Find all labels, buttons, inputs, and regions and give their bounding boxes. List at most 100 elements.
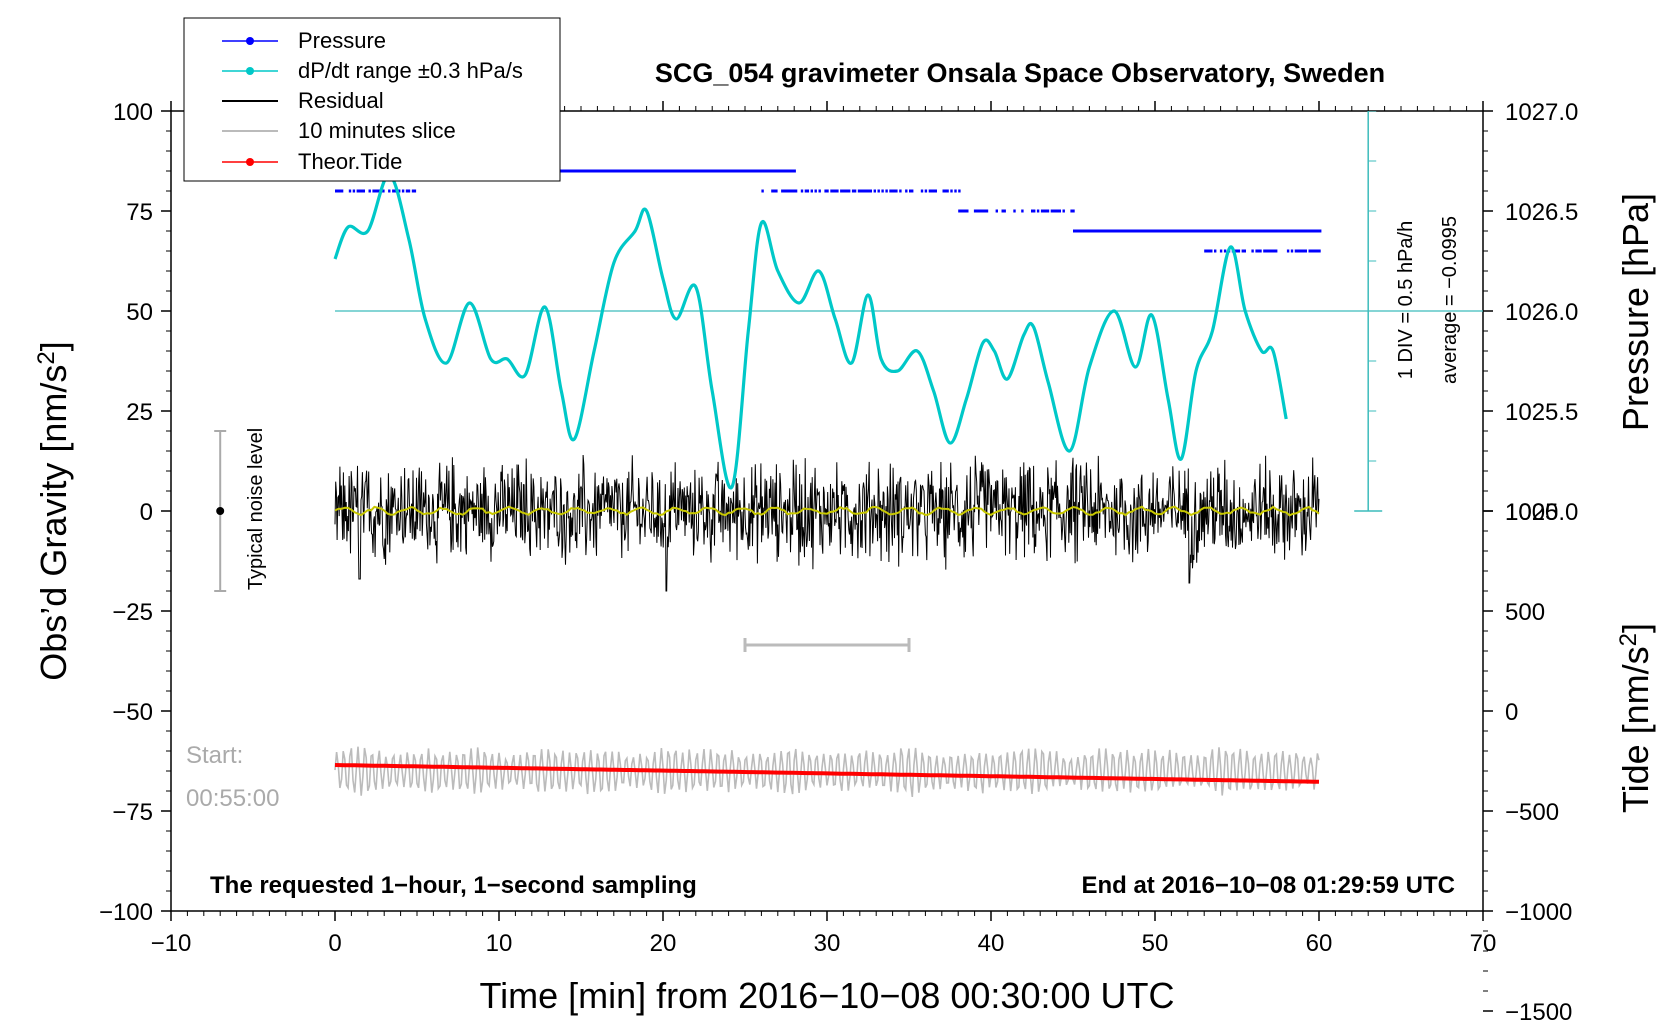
pressure-point	[979, 209, 983, 213]
pressure-point	[851, 189, 855, 193]
legend-entry-pressure: Pressure	[222, 28, 386, 53]
pressure-point	[762, 169, 765, 173]
pressure-point	[777, 169, 781, 173]
pressure-point	[1246, 229, 1249, 233]
pressure-point	[1265, 249, 1268, 253]
pressure-point	[1269, 249, 1272, 253]
pressure-point	[1189, 229, 1192, 233]
pressure-point	[1285, 229, 1288, 233]
pressure-point	[950, 189, 953, 193]
pressure-point	[899, 189, 902, 193]
pressure-point	[563, 169, 566, 173]
pressure-point	[657, 169, 661, 173]
pressure-point	[1090, 229, 1094, 233]
pressure-point	[924, 189, 928, 193]
pressure-point	[846, 189, 849, 193]
pressure-point	[748, 169, 751, 173]
pressure-point	[559, 169, 562, 173]
pressure-point	[1267, 229, 1271, 233]
pressure-point	[1220, 229, 1223, 233]
pressure-point	[1033, 209, 1036, 213]
pressure-point	[730, 169, 733, 173]
pressure-point	[1181, 229, 1184, 233]
pressure-point	[930, 189, 933, 193]
pressure-level	[335, 189, 417, 193]
pressure-point	[594, 169, 598, 173]
pressure-point	[612, 169, 615, 173]
pressure-point	[1210, 249, 1213, 253]
pressure-point	[1238, 229, 1241, 233]
pressure-point	[1208, 229, 1212, 233]
pressure-point	[1295, 229, 1298, 233]
pressure-point	[766, 169, 769, 173]
legend-box	[183, 17, 561, 182]
pressure-point	[624, 169, 627, 173]
pressure-point	[1076, 229, 1080, 233]
pressure-point	[1157, 229, 1160, 233]
pressure-point	[628, 169, 631, 173]
pressure-point	[1062, 209, 1065, 213]
pressure-point	[1134, 229, 1137, 233]
pressure-point	[1175, 229, 1178, 233]
pressure-point	[771, 189, 774, 193]
pressure-point	[889, 189, 892, 193]
tide-tick-label: −1500	[1505, 999, 1572, 1020]
legend-entry-slice: 10 minutes slice	[222, 118, 456, 143]
pressure-point	[671, 169, 674, 173]
pressure-point	[773, 169, 777, 173]
pressure-point	[653, 169, 657, 173]
pressure-point	[1212, 229, 1216, 233]
pressure-point	[958, 189, 961, 193]
pressure-point	[785, 169, 789, 173]
pressure-point	[1106, 229, 1109, 233]
pressure-point	[1021, 209, 1024, 213]
y-tick-label: 0	[140, 499, 153, 526]
pressure-point	[1124, 229, 1127, 233]
pressure-point	[760, 169, 763, 173]
pressure-point	[873, 189, 876, 193]
pressure-point	[1042, 209, 1046, 213]
pressure-point	[954, 189, 957, 193]
pressure-point	[1234, 229, 1237, 233]
pressure-point	[779, 169, 783, 173]
pressure-point	[596, 169, 600, 173]
pressure-point	[1290, 249, 1294, 253]
pressure-point	[1088, 229, 1092, 233]
pressure-point	[1046, 209, 1050, 213]
pressure-point	[638, 169, 641, 173]
pressure-point	[579, 169, 582, 173]
pressure-point	[1132, 229, 1135, 233]
pressure-point	[1159, 229, 1162, 233]
pressure-point	[1243, 249, 1246, 253]
pressure-point	[1222, 229, 1225, 233]
pressure-point	[787, 169, 790, 173]
pressure-point	[358, 189, 361, 193]
pressure-point	[1044, 209, 1048, 213]
pressure-point	[1075, 229, 1078, 233]
pressure-point	[1141, 229, 1145, 233]
pressure-point	[610, 169, 613, 173]
pressure-point	[600, 169, 604, 173]
pressure-point	[818, 189, 821, 193]
y-axis-label: Obs’d Gravity [nm/s2]	[33, 341, 74, 680]
pressure-point	[598, 169, 602, 173]
pressure-point	[1052, 209, 1056, 213]
pressure-point	[1114, 229, 1117, 233]
pressure-point	[960, 209, 963, 213]
pressure-point	[362, 189, 365, 193]
pressure-point	[1208, 249, 1211, 253]
pressure-point	[785, 189, 788, 193]
pressure-point	[677, 169, 680, 173]
pressure-point	[740, 169, 743, 173]
pressure-point	[1040, 209, 1044, 213]
pressure-point	[1297, 229, 1300, 233]
pressure-point	[567, 169, 570, 173]
y-tick-label: 50	[126, 299, 153, 326]
pressure-point	[1036, 209, 1040, 213]
pressure-point	[703, 169, 706, 173]
pressure-point	[942, 189, 945, 193]
pressure-point	[663, 169, 667, 173]
pressure-point	[1252, 229, 1255, 233]
pressure-point	[1112, 229, 1115, 233]
pressure-tick-label: 1025.0	[1505, 499, 1578, 526]
